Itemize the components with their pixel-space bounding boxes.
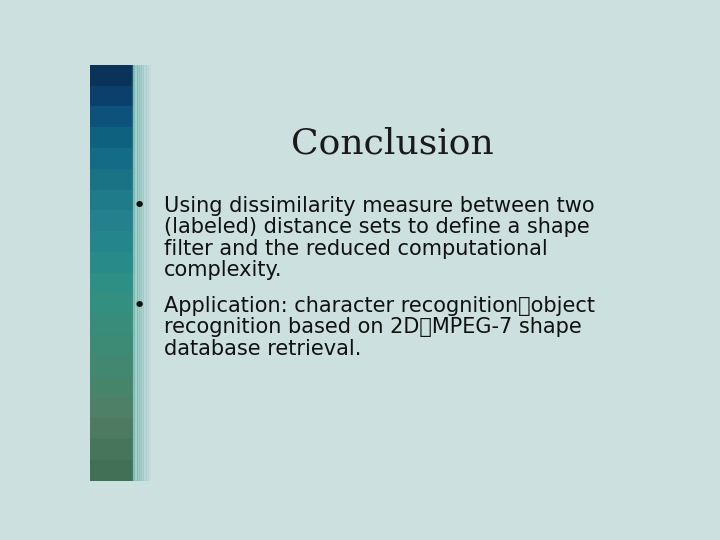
Bar	[90, 377, 132, 397]
Bar	[90, 294, 132, 314]
Bar	[90, 439, 132, 460]
Bar	[141, 65, 143, 481]
Bar	[90, 397, 132, 418]
Bar	[143, 65, 145, 481]
Bar	[90, 168, 132, 190]
Bar	[90, 106, 132, 127]
Text: (labeled) distance sets to define a shape: (labeled) distance sets to define a shap…	[163, 217, 590, 237]
Text: •: •	[132, 195, 145, 215]
Bar	[90, 418, 132, 439]
Bar	[90, 210, 132, 231]
Bar	[90, 85, 132, 106]
Text: database retrieval.: database retrieval.	[163, 339, 361, 359]
Text: Using dissimilarity measure between two: Using dissimilarity measure between two	[163, 195, 594, 215]
Bar	[148, 65, 150, 481]
Text: •: •	[132, 296, 145, 316]
Bar	[132, 65, 134, 481]
Bar	[134, 65, 137, 481]
Bar	[90, 190, 132, 211]
Bar	[90, 273, 132, 294]
Bar	[90, 356, 132, 377]
Bar	[145, 65, 148, 481]
Text: recognition based on 2D、MPEG-7 shape: recognition based on 2D、MPEG-7 shape	[163, 318, 581, 338]
Text: complexity.: complexity.	[163, 260, 282, 280]
Bar	[137, 65, 139, 481]
Bar	[90, 127, 132, 148]
Bar	[90, 460, 132, 481]
Bar	[90, 231, 132, 252]
Text: Application: character recognition、object: Application: character recognition、objec…	[163, 296, 595, 316]
Bar	[90, 65, 132, 85]
Text: filter and the reduced computational: filter and the reduced computational	[163, 239, 547, 259]
Text: Conclusion: Conclusion	[291, 126, 494, 160]
Bar	[90, 335, 132, 356]
Bar	[90, 314, 132, 335]
Bar	[90, 252, 132, 273]
Bar	[139, 65, 141, 481]
Bar	[90, 148, 132, 168]
